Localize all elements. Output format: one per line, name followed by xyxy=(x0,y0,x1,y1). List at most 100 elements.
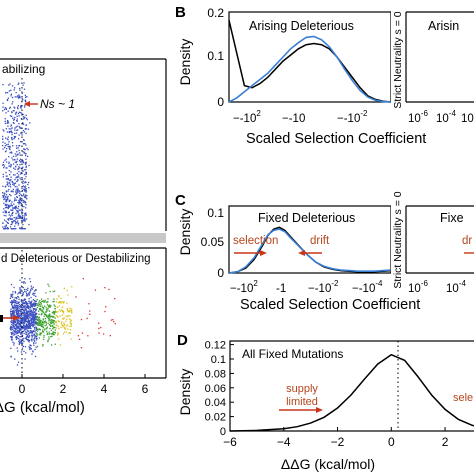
scatter-point xyxy=(27,335,29,337)
scatter-point xyxy=(34,319,36,322)
scatter-point xyxy=(39,302,42,304)
scatter-point xyxy=(16,154,18,156)
scatter-point xyxy=(66,318,68,320)
scatter-point xyxy=(24,189,26,191)
scatter-point xyxy=(43,315,45,317)
scatter-point xyxy=(21,205,23,208)
panel-b-xtick: −-102 xyxy=(233,109,261,125)
scatter-point xyxy=(15,228,17,230)
scatter-point xyxy=(27,295,29,297)
scatter-point xyxy=(68,332,70,334)
scatter-point xyxy=(17,220,19,222)
scatter-point xyxy=(71,312,73,314)
scatter-point xyxy=(35,326,38,329)
scatter-point xyxy=(16,221,18,224)
scatter-point xyxy=(40,308,42,310)
scatter-point xyxy=(14,301,17,303)
scatter-point xyxy=(45,308,48,310)
panel-a-x-ticks: 0 2 4 6 xyxy=(19,374,149,396)
scatter-point xyxy=(23,152,25,154)
panel-c-xlabel: Scaled Selection Coefficient xyxy=(240,297,420,313)
scatter-point xyxy=(23,88,26,90)
panel-c-ytick: 0.1 xyxy=(207,206,224,220)
scatter-point xyxy=(18,320,20,322)
panel-c-right-xtick-base: 10 xyxy=(446,283,459,295)
scatter-point xyxy=(25,194,27,196)
scatter-point xyxy=(37,304,39,306)
scatter-point xyxy=(15,91,17,94)
scatter-point xyxy=(28,293,30,295)
scatter-point xyxy=(45,324,47,326)
panel-d: D Density 0.120.10.080.060.040.020−6 −4 −2… xyxy=(177,332,474,472)
scatter-point xyxy=(47,314,50,316)
scatter-point xyxy=(25,207,27,209)
scatter-point xyxy=(18,291,20,293)
scatter-point xyxy=(18,149,20,152)
scatter-point xyxy=(28,325,31,327)
scatter-point xyxy=(8,156,10,158)
scatter-point xyxy=(10,321,12,324)
scatter-point xyxy=(42,307,45,309)
scatter-point xyxy=(23,218,26,220)
scatter-point xyxy=(46,301,48,303)
scatter-point xyxy=(32,312,34,314)
scatter-point xyxy=(33,327,36,329)
scatter-point xyxy=(17,205,20,208)
scatter-point xyxy=(23,201,25,203)
scatter-point xyxy=(26,316,28,319)
scatter-point xyxy=(39,324,41,326)
scatter-point xyxy=(21,320,23,322)
scatter-point xyxy=(18,316,21,318)
scatter-point xyxy=(8,214,10,216)
scatter-point xyxy=(19,141,22,143)
scatter-point xyxy=(30,330,32,332)
scatter-point xyxy=(8,165,10,167)
supply-limited-line: limited xyxy=(286,396,318,408)
scatter-point xyxy=(17,296,20,298)
scatter-point xyxy=(52,312,54,314)
scatter-point xyxy=(17,215,19,217)
scatter-point xyxy=(110,319,113,321)
scatter-point xyxy=(20,211,23,213)
scatter-point xyxy=(5,171,7,174)
scatter-point xyxy=(9,226,12,228)
scatter-point xyxy=(27,310,29,312)
scatter-point xyxy=(7,206,9,209)
scatter-point xyxy=(2,129,4,131)
scatter-point xyxy=(5,112,7,114)
scatter-point xyxy=(14,292,17,294)
scatter-point xyxy=(38,303,40,305)
scatter-point xyxy=(36,319,38,321)
panel-c-ylabel: Density xyxy=(177,209,193,256)
scatter-point xyxy=(57,338,60,340)
scatter-point xyxy=(70,338,72,340)
scatter-point xyxy=(20,217,22,219)
scatter-point xyxy=(12,321,14,324)
scatter-point xyxy=(9,193,11,196)
scatter-point xyxy=(31,319,33,321)
scatter-point xyxy=(28,164,30,167)
panel-c-xtick: −-102 xyxy=(230,279,258,295)
panel-d-curves xyxy=(229,353,474,432)
scatter-point xyxy=(35,342,37,344)
scatter-point xyxy=(13,323,15,325)
scatter-point xyxy=(7,120,9,122)
scatter-point xyxy=(11,157,13,159)
scatter-point xyxy=(66,308,68,310)
scatter-point xyxy=(47,307,49,310)
scatter-point xyxy=(67,328,69,330)
scatter-point xyxy=(29,307,32,309)
panel-d-ytick: 0.02 xyxy=(205,412,226,424)
scatter-point xyxy=(21,112,23,114)
scatter-point xyxy=(2,138,4,140)
scatter-point xyxy=(31,324,34,326)
scatter-point xyxy=(23,194,25,197)
scatter-point xyxy=(32,293,34,295)
scatter-point xyxy=(10,186,12,188)
scatter-point xyxy=(17,207,19,209)
scatter-point xyxy=(12,291,14,293)
scatter-point xyxy=(62,326,64,328)
scatter-point xyxy=(60,326,62,329)
scatter-point xyxy=(28,322,30,325)
scatter-point xyxy=(22,219,25,221)
